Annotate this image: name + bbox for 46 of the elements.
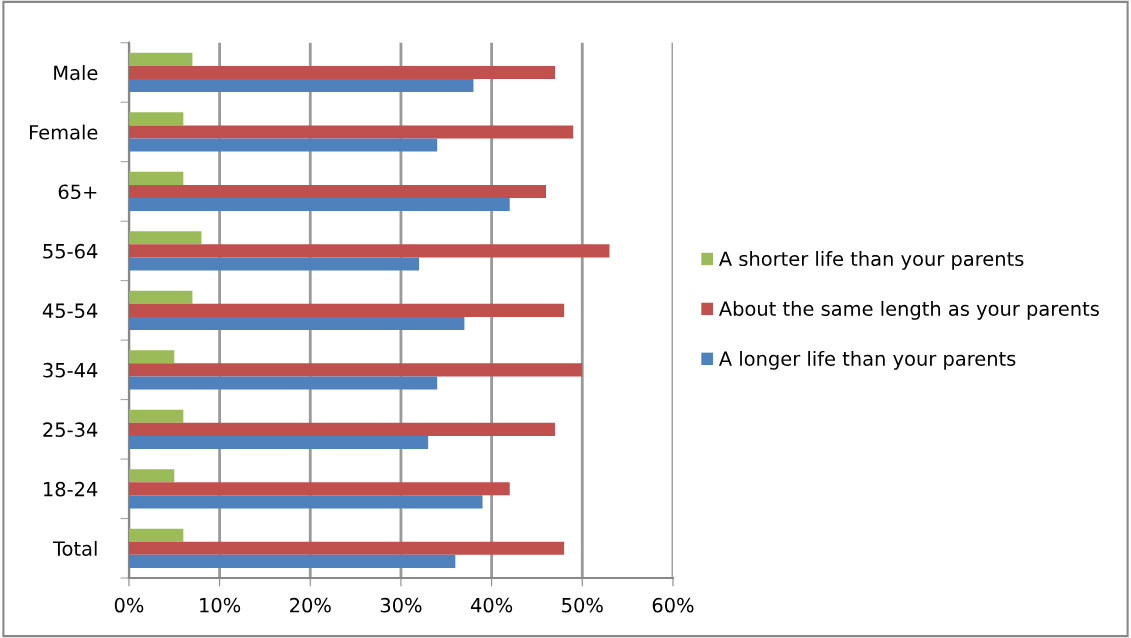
- y-tick-label: Male: [54, 65, 98, 81]
- bar: [128, 171, 184, 185]
- bar: [128, 376, 438, 390]
- bar: [128, 244, 610, 258]
- bar: [128, 435, 429, 449]
- bar: [128, 528, 184, 542]
- bar: [128, 138, 438, 152]
- y-tick-label: 35-44: [43, 362, 98, 378]
- bar: [128, 482, 510, 496]
- x-tick-label: 10%: [200, 597, 241, 613]
- x-tick-label: 20%: [290, 597, 331, 613]
- bar: [128, 52, 193, 66]
- x-tick-label: 0%: [114, 597, 144, 613]
- bar: [128, 422, 556, 436]
- y-tick-label: Female: [29, 124, 98, 140]
- x-tick-label: 60%: [652, 597, 694, 613]
- legend-label: A shorter life than your parents: [718, 251, 1024, 270]
- y-tick-label: 65+: [58, 184, 97, 200]
- bar: [128, 290, 193, 304]
- bar: [128, 541, 565, 555]
- bar: [128, 469, 175, 483]
- x-tick-label: 40%: [470, 597, 513, 613]
- bar: [128, 79, 474, 93]
- bar: [128, 409, 184, 423]
- x-tick-label: 50%: [562, 597, 603, 613]
- y-tick-label: 18-24: [44, 481, 98, 497]
- x-tick-label: 30%: [380, 597, 422, 613]
- y-tick-label: Total: [52, 540, 97, 556]
- y-tick-label: 55-64: [43, 243, 98, 259]
- bar: [128, 554, 456, 568]
- bar: [128, 65, 556, 80]
- bar: [128, 231, 202, 245]
- legend-label: A longer life than your parents: [718, 350, 1016, 370]
- bar: [128, 350, 175, 364]
- bar: [128, 363, 583, 377]
- bar: [128, 495, 483, 509]
- bar: [128, 257, 420, 271]
- bar: [128, 197, 510, 212]
- bar: [128, 112, 184, 126]
- bar: [128, 303, 565, 317]
- bar: [128, 316, 465, 331]
- y-tick-label: 45-54: [42, 303, 98, 319]
- bar: [128, 184, 547, 198]
- legend-label: About the same length as your parents: [718, 300, 1099, 320]
- bar: [128, 125, 574, 139]
- y-tick-label: 25-34: [43, 422, 98, 437]
